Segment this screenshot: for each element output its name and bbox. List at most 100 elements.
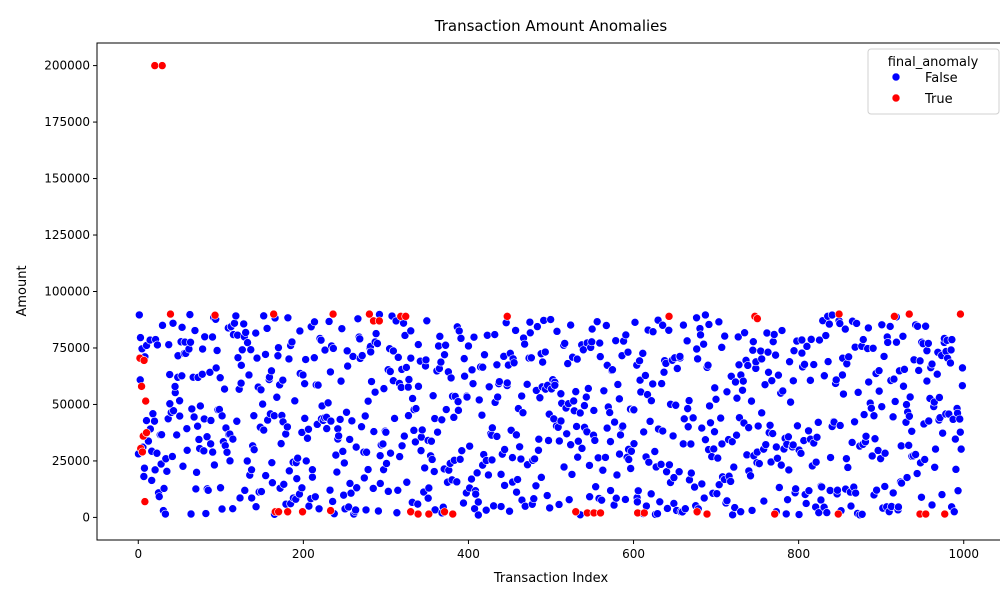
point-normal — [554, 500, 564, 509]
point-normal — [731, 377, 740, 387]
point-normal — [175, 396, 184, 406]
point-normal — [740, 328, 749, 338]
point-normal — [635, 356, 644, 366]
point-normal — [709, 444, 719, 454]
point-normal — [682, 336, 692, 346]
point-normal — [736, 507, 746, 517]
point-normal — [272, 392, 282, 402]
point-normal — [246, 345, 256, 354]
point-normal — [714, 480, 724, 490]
point-normal — [629, 405, 639, 415]
x-tick-label: 0 — [134, 547, 142, 561]
point-normal — [206, 439, 215, 449]
point-normal — [208, 332, 217, 342]
point-normal — [958, 381, 967, 390]
point-normal — [196, 401, 205, 411]
point-normal — [789, 346, 799, 356]
point-normal — [869, 411, 879, 421]
point-normal — [186, 337, 195, 347]
point-normal — [292, 474, 302, 483]
point-anomaly — [664, 312, 674, 321]
point-normal — [864, 377, 873, 387]
point-normal — [806, 376, 815, 385]
point-normal — [421, 355, 431, 365]
point-normal — [202, 432, 212, 442]
point-normal — [615, 394, 624, 404]
point-normal — [743, 361, 753, 370]
point-normal — [257, 487, 266, 496]
point-normal — [400, 331, 410, 340]
y-tick-label: 75000 — [52, 341, 90, 355]
point-normal — [874, 386, 884, 396]
point-normal — [428, 391, 438, 401]
point-normal — [768, 429, 777, 438]
point-anomaly — [904, 309, 914, 319]
point-normal — [766, 457, 776, 467]
point-normal — [643, 390, 652, 399]
chart-title: Transaction Amount Anomalies — [434, 17, 668, 35]
point-normal — [716, 413, 725, 423]
point-normal — [190, 326, 200, 335]
point-normal — [722, 387, 732, 397]
point-normal — [675, 352, 685, 361]
point-normal — [559, 462, 569, 472]
point-normal — [732, 393, 742, 403]
point-normal — [868, 343, 878, 353]
point-normal — [153, 340, 162, 350]
point-normal — [872, 485, 881, 495]
point-normal — [424, 483, 434, 493]
point-normal — [706, 418, 715, 428]
point-normal — [489, 501, 498, 511]
point-normal — [888, 412, 898, 422]
point-normal — [796, 449, 806, 458]
point-normal — [320, 345, 330, 355]
point-anomaly — [702, 509, 712, 519]
point-normal — [203, 486, 213, 495]
point-normal — [436, 357, 446, 367]
point-anomaly — [448, 509, 458, 519]
point-anomaly — [753, 314, 762, 323]
point-normal — [186, 509, 196, 519]
point-normal — [850, 417, 859, 427]
point-normal — [194, 435, 204, 444]
point-normal — [168, 452, 177, 461]
point-normal — [563, 359, 573, 368]
point-normal — [326, 416, 336, 426]
point-normal — [768, 337, 778, 346]
point-normal — [809, 360, 819, 369]
point-normal — [776, 460, 786, 470]
point-normal — [230, 318, 239, 328]
point-normal — [269, 411, 279, 421]
point-normal — [674, 467, 684, 477]
point-normal — [527, 353, 536, 363]
point-normal — [240, 486, 250, 495]
point-normal — [135, 310, 144, 320]
point-normal — [540, 347, 550, 357]
point-normal — [656, 460, 666, 469]
point-normal — [430, 414, 440, 423]
point-normal — [492, 360, 502, 370]
point-normal — [726, 371, 736, 381]
point-normal — [738, 385, 747, 395]
point-normal — [322, 424, 332, 433]
point-normal — [178, 461, 188, 471]
point-normal — [823, 357, 833, 366]
legend-marker-true — [891, 93, 901, 103]
point-normal — [812, 432, 822, 442]
point-normal — [409, 426, 419, 435]
point-normal — [646, 489, 656, 499]
point-normal — [290, 396, 300, 406]
point-normal — [414, 382, 423, 391]
point-normal — [351, 442, 361, 452]
point-normal — [605, 408, 615, 417]
point-normal — [580, 401, 589, 410]
point-normal — [247, 493, 256, 503]
point-normal — [182, 424, 192, 433]
point-normal — [353, 314, 363, 324]
point-normal — [211, 363, 221, 373]
point-anomaly — [692, 507, 702, 517]
point-anomaly — [138, 447, 147, 457]
point-normal — [641, 371, 650, 380]
point-normal — [673, 364, 682, 373]
point-normal — [285, 466, 294, 476]
